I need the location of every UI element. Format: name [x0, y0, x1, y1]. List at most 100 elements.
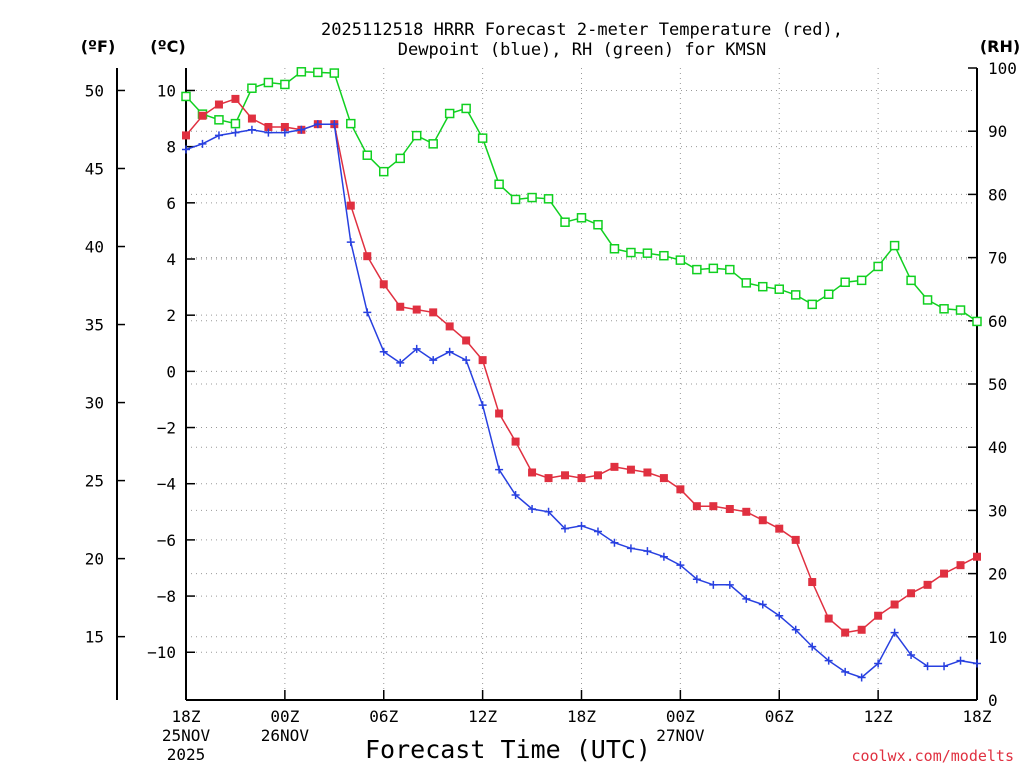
rh-point — [609, 244, 620, 254]
rh-point — [955, 305, 966, 315]
temperature-point — [396, 302, 405, 311]
time-tick-label: 18Z — [963, 707, 992, 726]
temperature-point — [462, 336, 471, 345]
rh-tick-label: 20 — [988, 565, 1007, 584]
temperature-point — [264, 122, 273, 131]
rh-point — [790, 290, 801, 300]
rh-point — [823, 289, 834, 300]
dewpoint-point — [231, 128, 240, 137]
rh-tick-label: 40 — [988, 438, 1007, 457]
temperature-point — [956, 561, 965, 570]
x-axis-label: Forecast Time (UTC) — [365, 735, 651, 764]
dewpoint-point — [890, 628, 899, 637]
dewpoint-point — [841, 667, 850, 676]
temperature-point — [346, 201, 355, 210]
temperature-point — [857, 625, 866, 634]
temperature-point — [659, 474, 668, 483]
dewpoint-point — [758, 600, 767, 609]
rh-point — [461, 103, 471, 114]
temperature-point — [379, 280, 388, 289]
fahrenheit-axis-unit: (ºF) — [81, 37, 116, 56]
rh-point — [840, 277, 850, 287]
rh-tick-label: 70 — [988, 249, 1007, 268]
temperature-series — [182, 94, 981, 637]
rh-point — [675, 255, 686, 265]
temperature-point — [495, 409, 504, 418]
dewpoint-point — [561, 524, 570, 533]
rh-point — [922, 295, 933, 305]
celsius-tick-label: −8 — [157, 587, 176, 606]
dewpoint-point — [379, 347, 388, 356]
fahrenheit-tick-label: 50 — [85, 81, 104, 100]
rh-point — [346, 118, 356, 129]
rh-axis-unit: (RH) — [980, 37, 1020, 56]
celsius-axis-unit: (ºC) — [150, 37, 185, 56]
temperature-point — [907, 589, 916, 598]
time-tick-label: 00Z — [666, 707, 695, 726]
rh-tick-label: 90 — [988, 122, 1007, 141]
temperature-point — [890, 600, 899, 609]
dewpoint-point — [593, 527, 602, 536]
rh-point — [477, 133, 488, 143]
dewpoint-point — [824, 656, 833, 665]
dewpoint-point — [396, 358, 405, 367]
time-tick-label: 18Z — [567, 707, 596, 726]
temperature-point — [528, 468, 537, 477]
temperature-point — [412, 305, 421, 314]
temperature-point — [429, 308, 438, 317]
dewpoint-point — [462, 356, 471, 365]
rh-point — [313, 67, 323, 78]
rh-point — [774, 284, 784, 294]
fahrenheit-tick-label: 45 — [85, 159, 104, 178]
temperature-point — [247, 114, 256, 123]
rh-point — [230, 118, 241, 129]
temperature-point — [445, 322, 454, 331]
source-credit: coolwx.com/modelts — [851, 747, 1014, 765]
celsius-tick-label: 6 — [166, 194, 176, 213]
rh-tick-label: 80 — [988, 185, 1007, 204]
rh-series — [181, 67, 982, 327]
rh-point — [527, 192, 537, 203]
chart-title-line2: Dewpoint (blue), RH (green) for KMSN — [398, 40, 766, 60]
rh-point — [411, 130, 422, 141]
dewpoint-line — [185, 123, 978, 679]
dewpoint-point — [445, 347, 454, 356]
rh-point — [626, 247, 636, 258]
rh-point — [510, 194, 521, 205]
dewpoint-point — [808, 642, 817, 651]
rh-point — [379, 166, 389, 177]
time-tick-label: 12Z — [864, 707, 893, 726]
dewpoint-point — [577, 521, 586, 530]
rh-point — [593, 219, 603, 230]
dewpoint-point — [511, 490, 520, 499]
temperature-point — [182, 131, 190, 140]
dewpoint-point — [923, 662, 932, 671]
dewpoint-point — [725, 580, 734, 589]
dewpoint-point — [610, 538, 619, 547]
temperature-point — [593, 471, 602, 480]
dewpoint-point — [874, 659, 883, 668]
temperature-point — [775, 524, 784, 533]
rh-point — [543, 194, 554, 204]
rh-point — [329, 68, 340, 78]
rh-point — [856, 275, 867, 286]
dewpoint-point — [692, 575, 701, 584]
dewpoint-point — [659, 552, 668, 561]
chart-title-line1: 2025112518 HRRR Forecast 2-meter Tempera… — [321, 20, 843, 40]
temperature-point — [923, 580, 932, 589]
rh-tick-label: 100 — [988, 59, 1017, 78]
temperature-point — [280, 122, 289, 131]
dewpoint-point — [956, 656, 965, 665]
rh-point — [494, 179, 504, 190]
celsius-tick-label: −6 — [157, 531, 176, 550]
temperature-point — [577, 474, 586, 483]
celsius-tick-label: 10 — [157, 81, 176, 100]
dewpoint-point — [643, 547, 652, 556]
temperature-point — [841, 628, 850, 637]
fahrenheit-axis: 50 45 40 35 30 25 20 15 — [85, 81, 125, 647]
dewpoint-point — [330, 120, 339, 129]
rh-point — [280, 79, 290, 90]
grid-lines — [186, 68, 977, 700]
rh-point — [741, 278, 752, 288]
